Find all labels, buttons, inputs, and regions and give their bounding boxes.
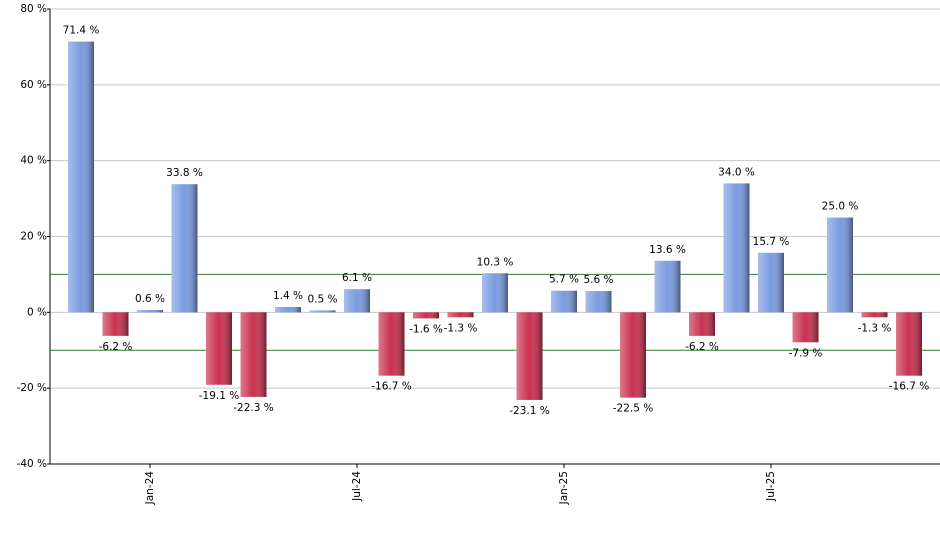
value-label: 6.1 % bbox=[342, 272, 372, 284]
bar-shade bbox=[206, 312, 232, 385]
value-label: -1.3 % bbox=[858, 322, 892, 334]
bar-shade bbox=[861, 312, 888, 318]
bar-shade bbox=[758, 252, 784, 313]
bar-shade bbox=[68, 41, 94, 313]
value-label: 1.4 % bbox=[273, 290, 303, 302]
bar-shade bbox=[654, 260, 681, 313]
bar-shade bbox=[171, 184, 198, 313]
value-label: -1.3 % bbox=[444, 322, 478, 334]
bar-shade bbox=[102, 312, 129, 336]
bar-shade bbox=[344, 289, 370, 313]
value-label: -23.1 % bbox=[509, 405, 550, 417]
bar-shade bbox=[896, 312, 922, 376]
x-tick-label: Jan-24 bbox=[144, 471, 156, 506]
value-label: 34.0 % bbox=[718, 166, 755, 178]
value-label: 5.6 % bbox=[583, 274, 613, 286]
value-label: 10.3 % bbox=[477, 256, 514, 268]
y-tick-label: 0 % bbox=[27, 306, 47, 318]
value-label: 5.7 % bbox=[549, 274, 579, 286]
y-tick-label: 60 % bbox=[20, 79, 47, 91]
y-tick-label: 80 % bbox=[20, 3, 47, 15]
x-tick-label: Jan-25 bbox=[558, 471, 570, 505]
bar-shade bbox=[447, 312, 474, 318]
y-tick-label: -20 % bbox=[17, 382, 47, 394]
bar-shade bbox=[723, 183, 750, 313]
bar-shade bbox=[378, 312, 405, 376]
value-label: -1.6 % bbox=[409, 323, 443, 335]
value-label: -7.9 % bbox=[789, 347, 823, 359]
x-tick-label: Jul-25 bbox=[765, 471, 777, 502]
bar-shade bbox=[309, 310, 336, 313]
y-tick-label: 40 % bbox=[20, 155, 47, 167]
value-label: 13.6 % bbox=[649, 244, 686, 256]
bar-shade bbox=[551, 290, 577, 313]
bar-shade bbox=[689, 312, 715, 336]
value-label: -22.3 % bbox=[233, 402, 274, 414]
bar-shade bbox=[137, 310, 163, 313]
y-tick-label: 20 % bbox=[20, 231, 47, 243]
x-tick-label: Jul-24 bbox=[351, 471, 363, 502]
value-label: 25.0 % bbox=[822, 201, 859, 213]
bar-shade bbox=[482, 273, 508, 313]
value-label: -22.5 % bbox=[613, 403, 654, 415]
bar-shade bbox=[413, 312, 439, 319]
bar-shade bbox=[792, 312, 819, 343]
bar-shade bbox=[585, 291, 612, 313]
bar-shade bbox=[275, 307, 301, 313]
y-tick-label: -40 % bbox=[17, 458, 47, 470]
value-label: -6.2 % bbox=[685, 341, 719, 353]
value-label: -19.1 % bbox=[199, 390, 240, 402]
bar-shade bbox=[516, 312, 543, 400]
value-label: 33.8 % bbox=[166, 167, 203, 179]
value-label: 0.6 % bbox=[135, 293, 165, 305]
value-label: -16.7 % bbox=[371, 381, 412, 393]
bar-shade bbox=[240, 312, 267, 397]
value-label: 15.7 % bbox=[753, 236, 790, 248]
bar-shade bbox=[827, 217, 853, 313]
value-label: 0.5 % bbox=[307, 293, 337, 305]
value-label: -6.2 % bbox=[99, 341, 133, 353]
bar-shade bbox=[620, 312, 646, 398]
value-label: -16.7 % bbox=[889, 381, 930, 393]
value-label: 71.4 % bbox=[63, 25, 100, 37]
